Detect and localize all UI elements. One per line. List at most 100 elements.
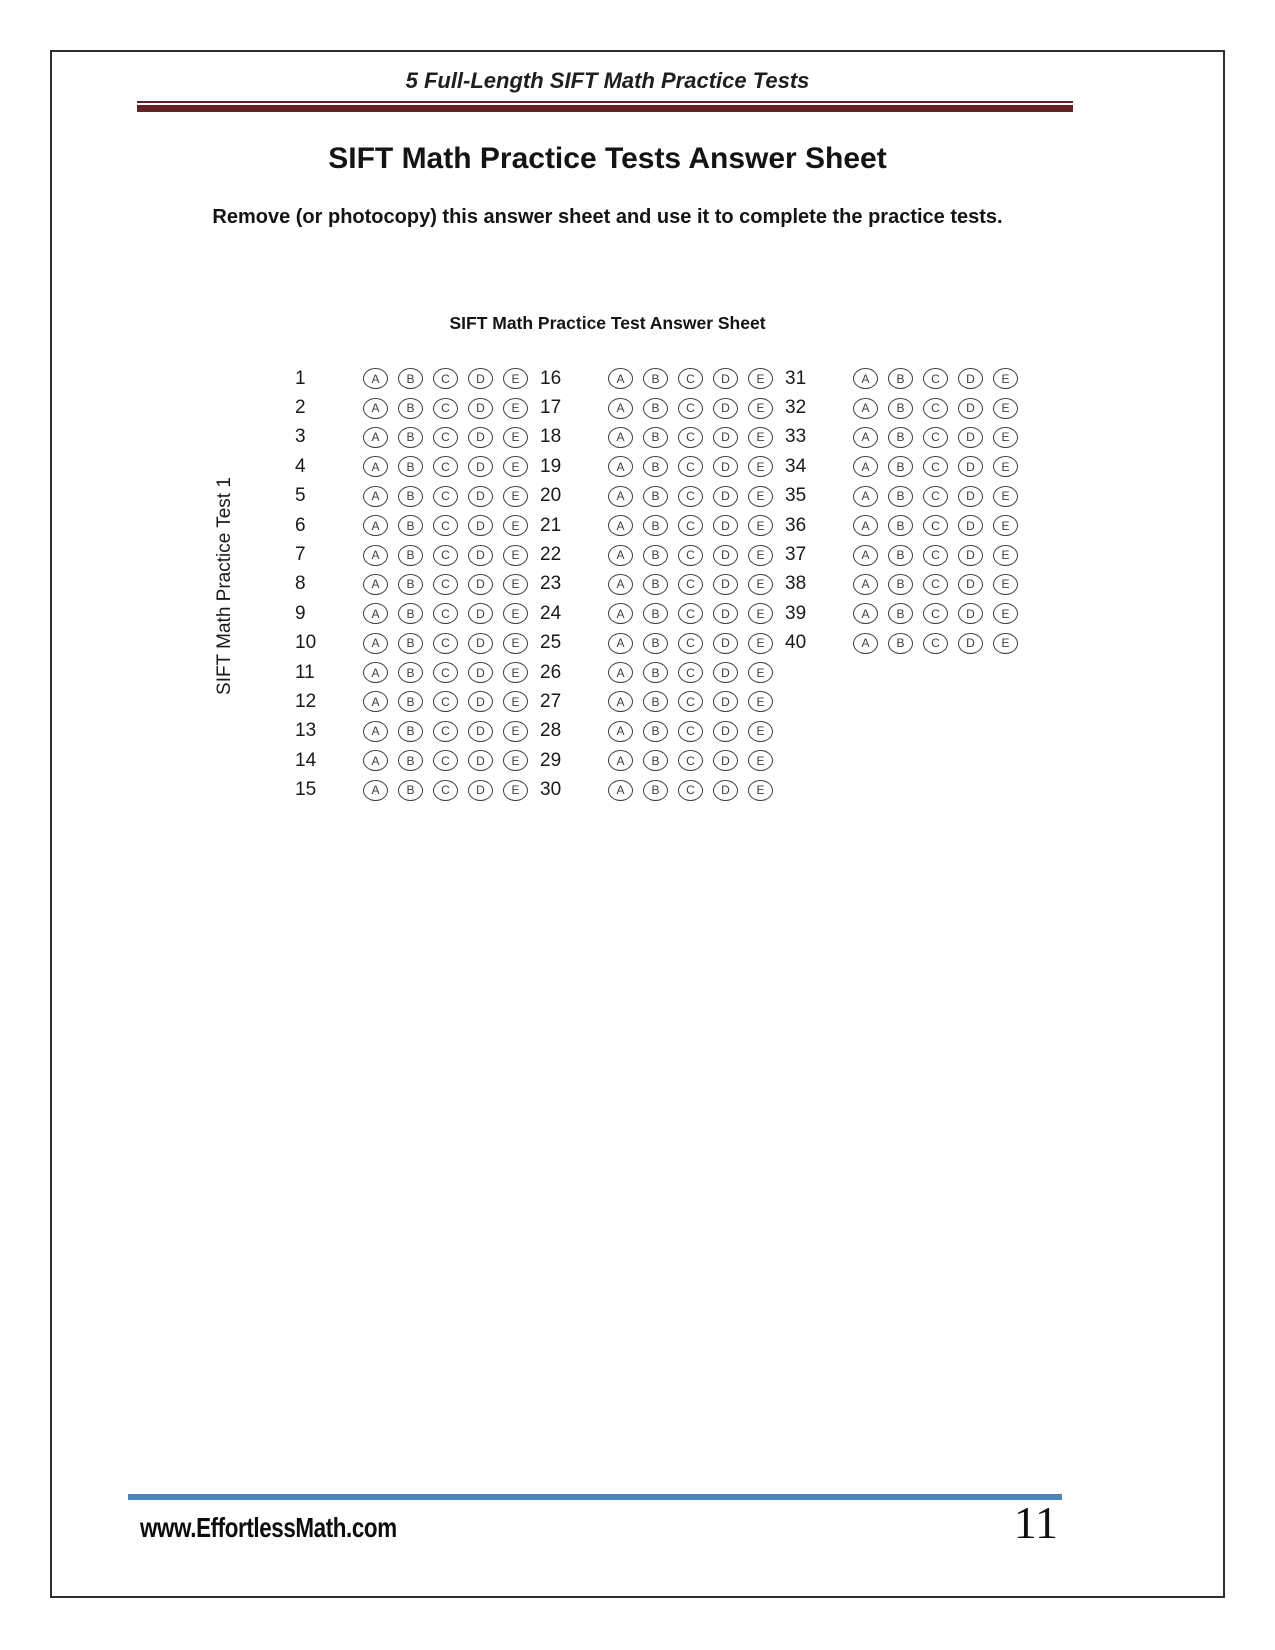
- bubble-36-e[interactable]: E: [993, 515, 1018, 537]
- bubble-26-a[interactable]: A: [608, 662, 633, 684]
- bubble-20-e[interactable]: E: [748, 485, 773, 507]
- bubble-37-c[interactable]: C: [923, 544, 948, 566]
- bubble-15-d[interactable]: D: [468, 779, 493, 801]
- bubble-18-c[interactable]: C: [678, 426, 703, 448]
- bubble-17-c[interactable]: C: [678, 397, 703, 419]
- bubble-33-a[interactable]: A: [853, 426, 878, 448]
- bubble-8-e[interactable]: E: [503, 573, 528, 595]
- bubble-10-e[interactable]: E: [503, 632, 528, 654]
- bubble-34-a[interactable]: A: [853, 456, 878, 478]
- bubble-1-a[interactable]: A: [363, 368, 388, 390]
- bubble-10-c[interactable]: C: [433, 632, 458, 654]
- bubble-30-d[interactable]: D: [713, 779, 738, 801]
- bubble-33-c[interactable]: C: [923, 426, 948, 448]
- bubble-18-b[interactable]: B: [643, 426, 668, 448]
- bubble-1-b[interactable]: B: [398, 368, 423, 390]
- bubble-22-a[interactable]: A: [608, 544, 633, 566]
- bubble-37-b[interactable]: B: [888, 544, 913, 566]
- bubble-28-e[interactable]: E: [748, 720, 773, 742]
- bubble-16-d[interactable]: D: [713, 368, 738, 390]
- bubble-38-c[interactable]: C: [923, 573, 948, 595]
- bubble-37-e[interactable]: E: [993, 544, 1018, 566]
- bubble-39-e[interactable]: E: [993, 603, 1018, 625]
- bubble-19-e[interactable]: E: [748, 456, 773, 478]
- bubble-13-c[interactable]: C: [433, 720, 458, 742]
- bubble-7-a[interactable]: A: [363, 544, 388, 566]
- bubble-30-e[interactable]: E: [748, 779, 773, 801]
- bubble-23-c[interactable]: C: [678, 573, 703, 595]
- bubble-23-d[interactable]: D: [713, 573, 738, 595]
- bubble-4-b[interactable]: B: [398, 456, 423, 478]
- bubble-26-d[interactable]: D: [713, 662, 738, 684]
- bubble-19-a[interactable]: A: [608, 456, 633, 478]
- bubble-21-b[interactable]: B: [643, 515, 668, 537]
- bubble-9-e[interactable]: E: [503, 603, 528, 625]
- bubble-29-a[interactable]: A: [608, 750, 633, 772]
- bubble-3-a[interactable]: A: [363, 426, 388, 448]
- bubble-13-e[interactable]: E: [503, 720, 528, 742]
- bubble-21-c[interactable]: C: [678, 515, 703, 537]
- bubble-9-d[interactable]: D: [468, 603, 493, 625]
- bubble-12-a[interactable]: A: [363, 691, 388, 713]
- bubble-12-e[interactable]: E: [503, 691, 528, 713]
- bubble-19-b[interactable]: B: [643, 456, 668, 478]
- bubble-17-d[interactable]: D: [713, 397, 738, 419]
- bubble-11-b[interactable]: B: [398, 662, 423, 684]
- bubble-18-e[interactable]: E: [748, 426, 773, 448]
- bubble-26-c[interactable]: C: [678, 662, 703, 684]
- bubble-39-d[interactable]: D: [958, 603, 983, 625]
- bubble-2-b[interactable]: B: [398, 397, 423, 419]
- bubble-4-d[interactable]: D: [468, 456, 493, 478]
- bubble-6-b[interactable]: B: [398, 515, 423, 537]
- bubble-12-b[interactable]: B: [398, 691, 423, 713]
- bubble-40-d[interactable]: D: [958, 632, 983, 654]
- bubble-6-c[interactable]: C: [433, 515, 458, 537]
- bubble-28-b[interactable]: B: [643, 720, 668, 742]
- bubble-8-d[interactable]: D: [468, 573, 493, 595]
- bubble-17-a[interactable]: A: [608, 397, 633, 419]
- bubble-2-a[interactable]: A: [363, 397, 388, 419]
- bubble-5-d[interactable]: D: [468, 485, 493, 507]
- bubble-37-a[interactable]: A: [853, 544, 878, 566]
- bubble-8-a[interactable]: A: [363, 573, 388, 595]
- bubble-32-e[interactable]: E: [993, 397, 1018, 419]
- bubble-34-d[interactable]: D: [958, 456, 983, 478]
- bubble-14-d[interactable]: D: [468, 750, 493, 772]
- bubble-29-c[interactable]: C: [678, 750, 703, 772]
- bubble-18-d[interactable]: D: [713, 426, 738, 448]
- bubble-10-a[interactable]: A: [363, 632, 388, 654]
- bubble-20-b[interactable]: B: [643, 485, 668, 507]
- bubble-11-e[interactable]: E: [503, 662, 528, 684]
- bubble-9-a[interactable]: A: [363, 603, 388, 625]
- bubble-40-a[interactable]: A: [853, 632, 878, 654]
- bubble-11-a[interactable]: A: [363, 662, 388, 684]
- bubble-7-b[interactable]: B: [398, 544, 423, 566]
- bubble-18-a[interactable]: A: [608, 426, 633, 448]
- bubble-39-b[interactable]: B: [888, 603, 913, 625]
- bubble-26-b[interactable]: B: [643, 662, 668, 684]
- bubble-16-c[interactable]: C: [678, 368, 703, 390]
- bubble-14-b[interactable]: B: [398, 750, 423, 772]
- bubble-20-a[interactable]: A: [608, 485, 633, 507]
- bubble-40-b[interactable]: B: [888, 632, 913, 654]
- bubble-31-b[interactable]: B: [888, 368, 913, 390]
- bubble-2-e[interactable]: E: [503, 397, 528, 419]
- bubble-6-e[interactable]: E: [503, 515, 528, 537]
- bubble-36-a[interactable]: A: [853, 515, 878, 537]
- bubble-3-c[interactable]: C: [433, 426, 458, 448]
- bubble-29-d[interactable]: D: [713, 750, 738, 772]
- bubble-31-d[interactable]: D: [958, 368, 983, 390]
- bubble-3-e[interactable]: E: [503, 426, 528, 448]
- bubble-39-a[interactable]: A: [853, 603, 878, 625]
- bubble-33-e[interactable]: E: [993, 426, 1018, 448]
- bubble-27-c[interactable]: C: [678, 691, 703, 713]
- bubble-15-b[interactable]: B: [398, 779, 423, 801]
- bubble-5-e[interactable]: E: [503, 485, 528, 507]
- bubble-22-e[interactable]: E: [748, 544, 773, 566]
- bubble-7-c[interactable]: C: [433, 544, 458, 566]
- bubble-34-b[interactable]: B: [888, 456, 913, 478]
- bubble-25-e[interactable]: E: [748, 632, 773, 654]
- bubble-34-c[interactable]: C: [923, 456, 948, 478]
- bubble-8-c[interactable]: C: [433, 573, 458, 595]
- bubble-1-d[interactable]: D: [468, 368, 493, 390]
